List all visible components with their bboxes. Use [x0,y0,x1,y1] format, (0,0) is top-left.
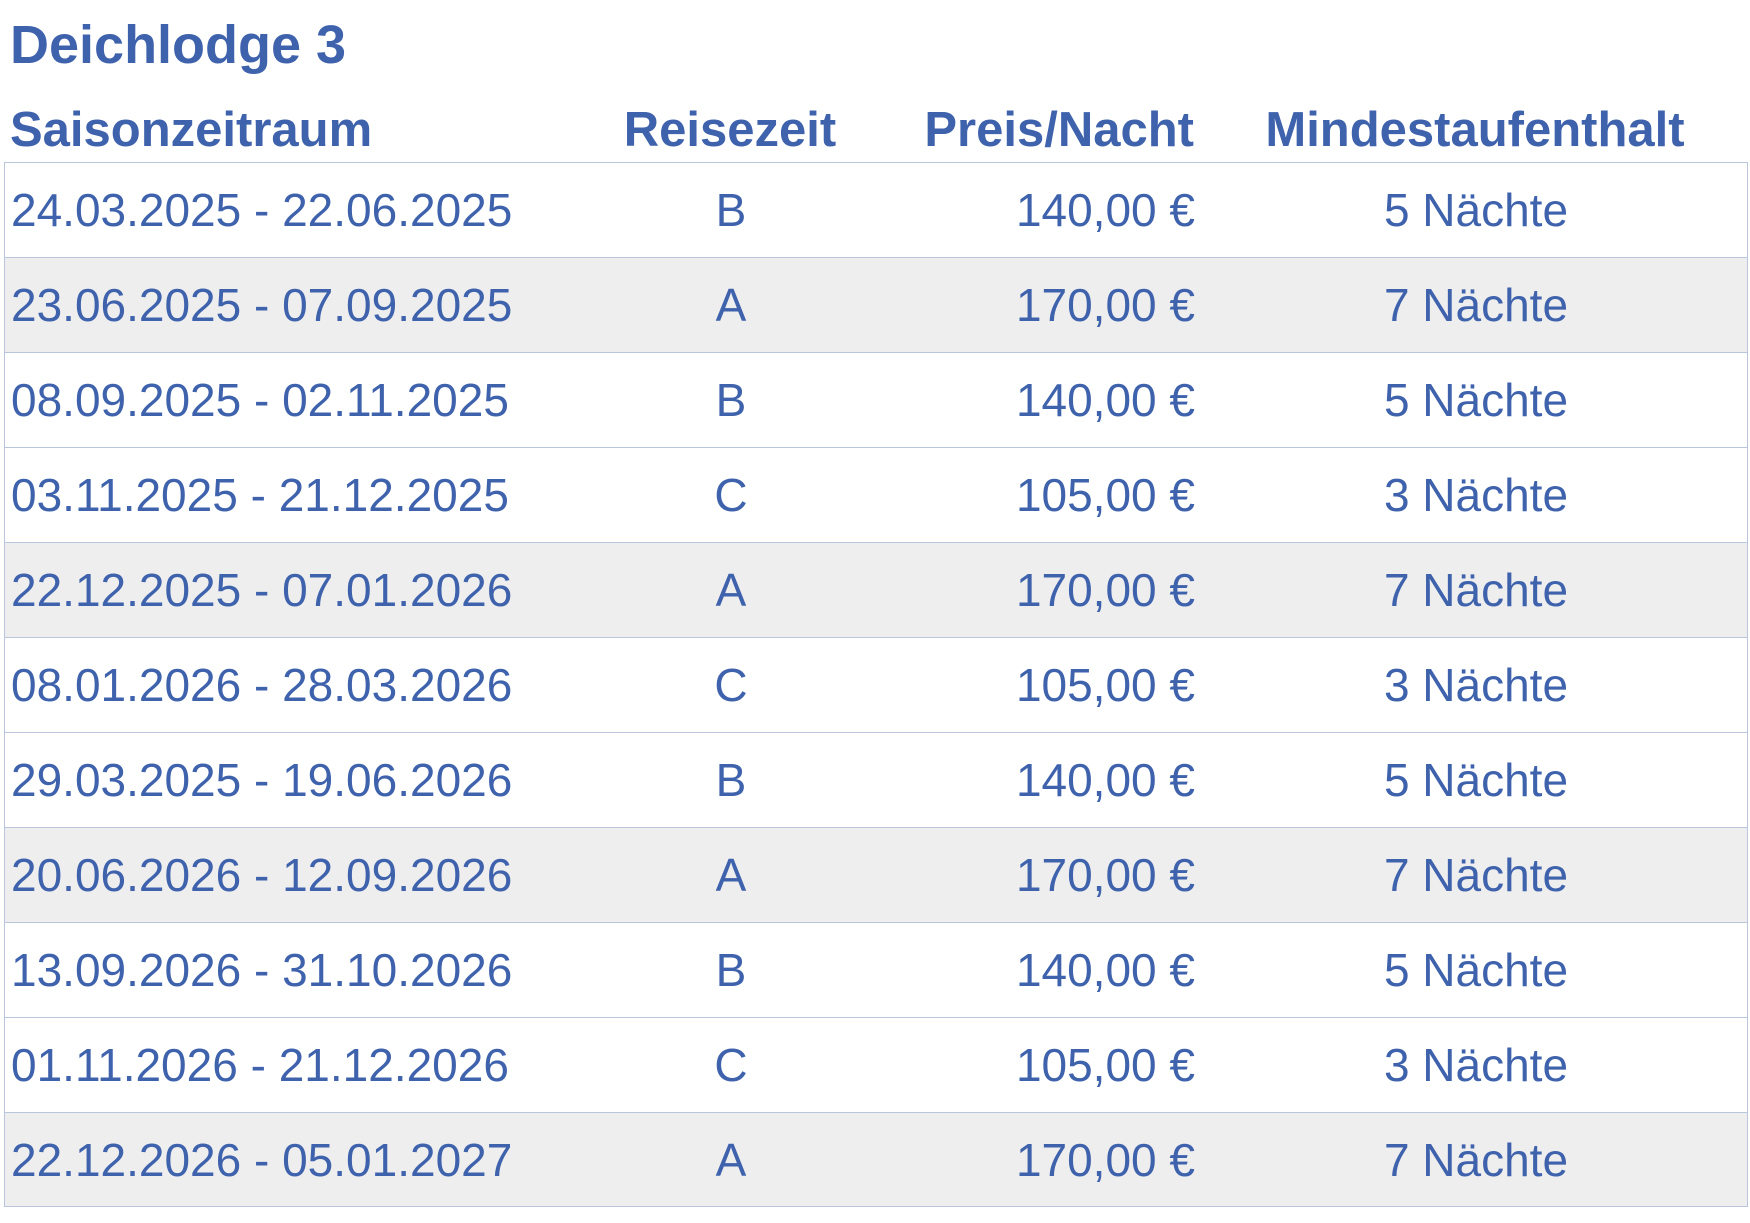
table-row: 22.12.2026 - 05.01.2027 A 170,00 € 7 Näc… [5,1112,1747,1207]
period-cell: 08.09.2025 - 02.11.2025 [11,374,509,426]
season-cell: B [715,184,747,236]
season-cell: B [715,944,747,996]
period-cell: 24.03.2025 - 22.06.2025 [11,184,513,236]
price-cell: 170,00 € [1015,849,1195,901]
period-cell: 22.12.2026 - 05.01.2027 [11,1134,513,1186]
price-cell: 105,00 € [1015,659,1195,711]
period-cell: 23.06.2025 - 07.09.2025 [11,279,513,331]
season-cell: B [715,754,747,806]
min-stay-cell: 5 Nächte [1383,374,1569,426]
price-cell: 105,00 € [1015,469,1195,521]
price-cell: 170,00 € [1015,564,1195,616]
price-cell: 105,00 € [1015,1039,1195,1091]
price-cell: 170,00 € [1015,1134,1195,1186]
period-cell: 20.06.2026 - 12.09.2026 [11,849,513,901]
table-row: 03.11.2025 - 21.12.2025 C 105,00 € 3 Näc… [5,447,1747,542]
header-min-stay: Mindestaufenthalt [1265,103,1685,157]
table-row: 29.03.2025 - 19.06.2026 B 140,00 € 5 Näc… [5,732,1747,827]
season-cell: C [714,469,748,521]
table-header: Saisonzeitraum Reisezeit Preis/Nacht Min… [0,98,1750,162]
season-cell: A [715,849,747,901]
period-cell: 08.01.2026 - 28.03.2026 [11,659,513,711]
season-cell: A [715,564,747,616]
season-cell: C [714,1039,748,1091]
table-row: 13.09.2026 - 31.10.2026 B 140,00 € 5 Näc… [5,922,1747,1017]
table-row: 24.03.2025 - 22.06.2025 B 140,00 € 5 Näc… [5,162,1747,257]
period-cell: 01.11.2026 - 21.12.2026 [11,1039,509,1091]
table-row: 23.06.2025 - 07.09.2025 A 170,00 € 7 Näc… [5,257,1747,352]
table-row: 08.09.2025 - 02.11.2025 B 140,00 € 5 Näc… [5,352,1747,447]
price-cell: 140,00 € [1015,184,1195,236]
table-row: 01.11.2026 - 21.12.2026 C 105,00 € 3 Näc… [5,1017,1747,1112]
period-cell: 03.11.2025 - 21.12.2025 [11,469,509,521]
min-stay-cell: 5 Nächte [1383,944,1569,996]
season-cell: A [715,1134,747,1186]
price-cell: 170,00 € [1015,279,1195,331]
min-stay-cell: 7 Nächte [1383,279,1569,331]
min-stay-cell: 7 Nächte [1383,1134,1569,1186]
period-cell: 13.09.2026 - 31.10.2026 [11,944,513,996]
min-stay-cell: 5 Nächte [1383,184,1569,236]
price-cell: 140,00 € [1015,754,1195,806]
price-cell: 140,00 € [1015,374,1195,426]
price-table: 24.03.2025 - 22.06.2025 B 140,00 € 5 Näc… [4,162,1748,1207]
period-cell: 22.12.2025 - 07.01.2026 [11,564,513,616]
min-stay-cell: 3 Nächte [1383,659,1569,711]
header-price: Preis/Nacht [924,103,1194,157]
period-cell: 29.03.2025 - 19.06.2026 [11,754,513,806]
season-cell: C [714,659,748,711]
header-season: Reisezeit [623,103,837,157]
min-stay-cell: 3 Nächte [1383,1039,1569,1091]
min-stay-cell: 3 Nächte [1383,469,1569,521]
min-stay-cell: 5 Nächte [1383,754,1569,806]
table-row: 08.01.2026 - 28.03.2026 C 105,00 € 3 Näc… [5,637,1747,732]
table-row: 22.12.2025 - 07.01.2026 A 170,00 € 7 Näc… [5,542,1747,637]
season-cell: B [715,374,747,426]
season-cell: A [715,279,747,331]
price-cell: 140,00 € [1015,944,1195,996]
page-title: Deichlodge 3 [10,15,347,75]
min-stay-cell: 7 Nächte [1383,849,1569,901]
min-stay-cell: 7 Nächte [1383,564,1569,616]
header-period: Saisonzeitraum [10,103,373,157]
table-row: 20.06.2026 - 12.09.2026 A 170,00 € 7 Näc… [5,827,1747,922]
